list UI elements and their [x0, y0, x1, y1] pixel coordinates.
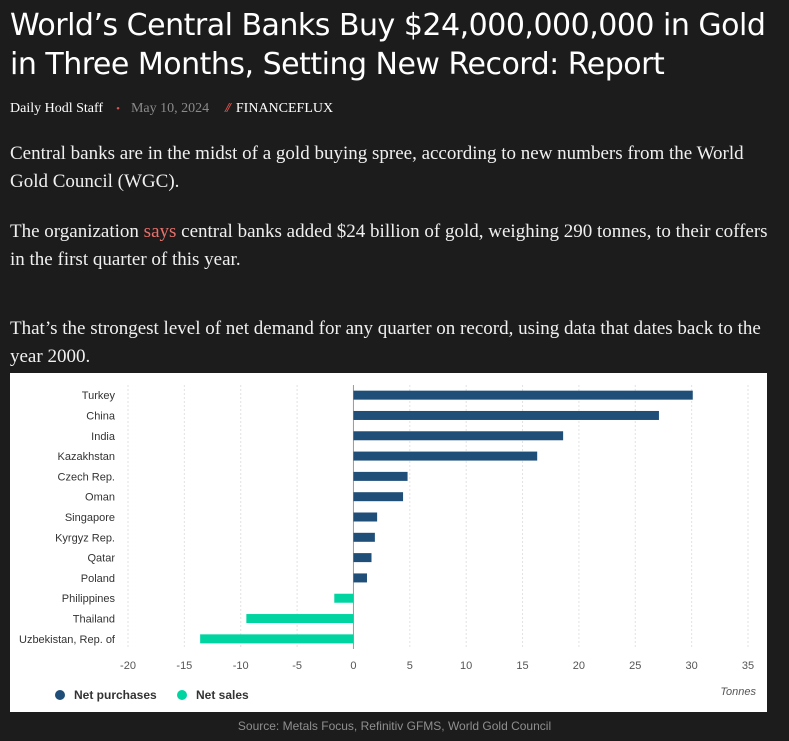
bar — [200, 634, 354, 644]
bar — [353, 532, 375, 542]
bar — [353, 492, 404, 502]
x-tick-label: 0 — [350, 660, 356, 672]
category-label: China — [86, 410, 116, 422]
paragraph-2-text-after: central banks added $24 billion of gold,… — [10, 221, 768, 270]
x-tick-label: 25 — [629, 660, 641, 672]
publish-date: May 10, 2024 — [130, 101, 210, 116]
legend-label: Net sales — [196, 688, 249, 702]
bar — [353, 573, 367, 583]
category-label: Kazakhstan — [58, 451, 115, 463]
x-tick-label: 35 — [742, 660, 754, 672]
category-link[interactable]: FINANCEFLUX — [235, 101, 334, 116]
category-label: Philippines — [62, 593, 116, 605]
category-slashes-icon: // — [225, 101, 231, 116]
byline: Daily Hodl Staff • May 10, 2024 // FINAN… — [10, 99, 333, 119]
x-tick-label: -10 — [233, 660, 249, 672]
category-label: Singapore — [65, 512, 115, 524]
bar — [334, 593, 354, 603]
says-link[interactable]: says — [143, 221, 177, 242]
bar — [353, 512, 378, 522]
bar — [353, 390, 693, 400]
x-tick-label: -15 — [176, 660, 192, 672]
paragraph-2: The organization says central banks adde… — [10, 218, 782, 274]
category-label: Czech Rep. — [58, 471, 115, 483]
x-tick-label: -5 — [292, 660, 302, 672]
chart-source: Source: Metals Focus, Refinitiv GFMS, Wo… — [237, 719, 552, 733]
x-tick-label: 20 — [573, 660, 585, 672]
paragraph-1: Central banks are in the midst of a gold… — [10, 143, 744, 192]
x-axis-label: Tonnes — [720, 686, 756, 698]
bar — [353, 553, 372, 563]
x-tick-label: 15 — [516, 660, 528, 672]
category-label: Uzbekistan, Rep. of — [19, 634, 116, 646]
x-tick-label: 30 — [686, 660, 698, 672]
legend-marker — [177, 690, 187, 700]
x-tick-label: 5 — [407, 660, 413, 672]
x-tick-label: -20 — [120, 660, 136, 672]
bar — [353, 451, 538, 461]
category-label: India — [91, 431, 116, 443]
legend-marker — [55, 690, 65, 700]
category-label: Oman — [85, 492, 115, 504]
legend-label: Net purchases — [74, 688, 157, 702]
article-title: World’s Central Banks Buy $24,000,000,00… — [10, 8, 766, 82]
x-tick-label: 10 — [460, 660, 472, 672]
author-link[interactable]: Daily Hodl Staff — [10, 101, 104, 116]
category-label: Qatar — [87, 553, 115, 565]
bar — [353, 471, 408, 481]
central-bank-gold-chart: -20 -15 -10 -5 0 5 10 15 20 25 30 35 Turkey China Indi… — [19, 385, 756, 702]
category-label: Thailand — [73, 614, 115, 626]
category-label: Poland — [81, 573, 115, 585]
chart-container: -20 -15 -10 -5 0 5 10 15 20 25 30 35 Turkey China Indi… — [10, 373, 767, 712]
bar — [353, 431, 564, 441]
byline-dot-separator: • — [116, 103, 120, 115]
bar — [246, 614, 354, 624]
bar — [353, 410, 659, 420]
paragraph-3: That’s the strongest level of net demand… — [10, 318, 761, 367]
category-label: Turkey — [82, 390, 116, 402]
category-label: Kyrgyz Rep. — [55, 532, 115, 544]
paragraph-2-text-before: The organization — [10, 221, 144, 242]
